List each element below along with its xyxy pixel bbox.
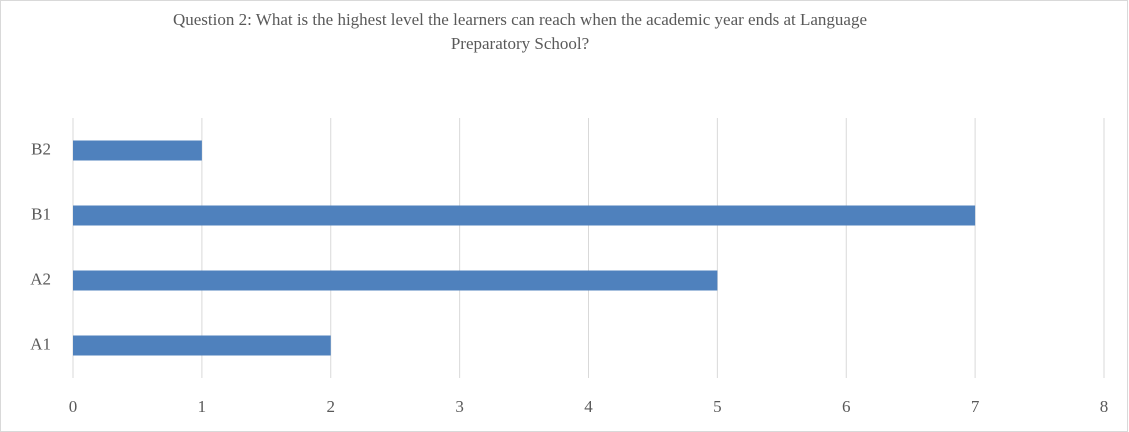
x-tick-label: 7 bbox=[971, 397, 980, 416]
x-tick-label: 8 bbox=[1100, 397, 1109, 416]
x-tick-label: 0 bbox=[69, 397, 78, 416]
bar bbox=[73, 140, 202, 161]
chart-title: Question 2: What is the highest level th… bbox=[172, 10, 868, 53]
x-tick-label: 5 bbox=[713, 397, 722, 416]
x-tick-label: 6 bbox=[842, 397, 851, 416]
y-tick-label: B1 bbox=[31, 204, 51, 223]
x-tick-label: 3 bbox=[455, 397, 464, 416]
bar bbox=[73, 335, 331, 356]
bar bbox=[73, 205, 976, 226]
bar bbox=[73, 270, 718, 291]
x-tick-label: 1 bbox=[198, 397, 207, 416]
x-tick-label: 2 bbox=[327, 397, 336, 416]
y-tick-label: A1 bbox=[30, 334, 51, 353]
y-tick-label: A2 bbox=[30, 269, 51, 288]
y-tick-label: B2 bbox=[31, 139, 51, 158]
x-tick-label: 4 bbox=[584, 397, 593, 416]
